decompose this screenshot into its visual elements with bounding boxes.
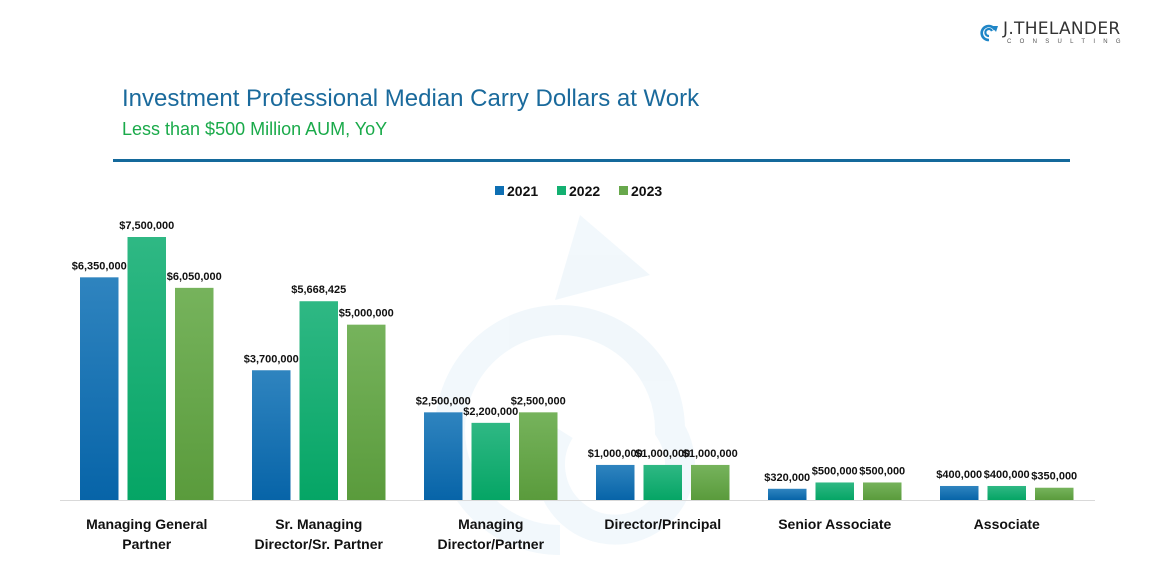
data-label-2021-0: $6,350,000 bbox=[72, 260, 127, 272]
bar-2023-5 bbox=[1035, 487, 1074, 500]
bar-2022-5 bbox=[987, 485, 1026, 500]
bar-2021-0 bbox=[80, 277, 119, 500]
category-label-3: Director/Principal bbox=[604, 516, 721, 532]
spiral-logo-icon bbox=[980, 24, 998, 42]
legend-swatch-2022 bbox=[557, 186, 566, 195]
data-label-2022-0: $7,500,000 bbox=[119, 220, 174, 232]
bar-2021-4 bbox=[768, 488, 807, 500]
bar-2023-4 bbox=[863, 482, 902, 500]
data-label-2023-2: $2,500,000 bbox=[511, 395, 566, 407]
data-label-2021-5: $400,000 bbox=[936, 469, 982, 481]
bar-2022-3 bbox=[643, 464, 682, 500]
bar-2023-3 bbox=[691, 464, 730, 500]
bar-2021-5 bbox=[940, 485, 979, 500]
data-label-2022-2: $2,200,000 bbox=[463, 406, 518, 418]
legend-swatch-2021 bbox=[495, 186, 504, 195]
data-label-2021-2: $2,500,000 bbox=[416, 395, 471, 407]
logo-name: J.THELANDER bbox=[1003, 19, 1121, 39]
data-label-2023-1: $5,000,000 bbox=[339, 308, 394, 320]
bar-2023-0 bbox=[175, 287, 214, 500]
bar-2021-3 bbox=[596, 464, 635, 500]
category-label-2: Managing bbox=[458, 516, 523, 532]
data-label-2023-0: $6,050,000 bbox=[167, 271, 222, 283]
company-logo: J.THELANDER CONSULTING bbox=[977, 20, 1129, 46]
legend-label-2021: 2021 bbox=[507, 183, 538, 199]
bar-2022-4 bbox=[815, 482, 854, 500]
bar-2021-1 bbox=[252, 370, 291, 500]
data-label-2023-4: $500,000 bbox=[859, 465, 905, 477]
bar-2022-1 bbox=[299, 301, 338, 500]
data-label-2022-1: $5,668,425 bbox=[291, 284, 346, 296]
title-divider bbox=[113, 159, 1070, 162]
category-label-0: Partner bbox=[122, 536, 172, 552]
chart-legend: 2021 2022 2023 bbox=[495, 183, 662, 199]
legend-label-2023: 2023 bbox=[631, 183, 662, 199]
category-label-5: Associate bbox=[974, 516, 1040, 532]
category-label-1: Sr. Managing bbox=[275, 516, 362, 532]
legend-label-2022: 2022 bbox=[569, 183, 600, 199]
bar-2023-2 bbox=[519, 412, 558, 500]
page-title: Investment Professional Median Carry Dol… bbox=[122, 85, 700, 112]
bar-2023-1 bbox=[347, 324, 386, 500]
legend-swatch-2023 bbox=[619, 186, 628, 195]
data-label-2023-5: $350,000 bbox=[1031, 471, 1077, 483]
logo-subtitle: CONSULTING bbox=[1007, 39, 1129, 45]
data-label-2022-5: $400,000 bbox=[984, 469, 1030, 481]
data-label-2022-3: $1,000,000 bbox=[635, 448, 690, 460]
bar-2022-2 bbox=[471, 422, 510, 500]
category-label-0: Managing General bbox=[86, 516, 207, 532]
data-label-2021-3: $1,000,000 bbox=[588, 448, 643, 460]
data-label-2022-4: $500,000 bbox=[812, 465, 858, 477]
data-label-2021-4: $320,000 bbox=[764, 472, 810, 484]
data-label-2021-1: $3,700,000 bbox=[244, 353, 299, 365]
bar-2022-0 bbox=[127, 237, 166, 500]
category-label-4: Senior Associate bbox=[778, 516, 891, 532]
category-label-1: Director/Sr. Partner bbox=[255, 536, 384, 552]
page-subtitle: Less than $500 Million AUM, YoY bbox=[122, 119, 388, 139]
category-label-2: Director/Partner bbox=[437, 536, 544, 552]
bar-2021-2 bbox=[424, 412, 463, 500]
data-label-2023-3: $1,000,000 bbox=[683, 448, 738, 460]
